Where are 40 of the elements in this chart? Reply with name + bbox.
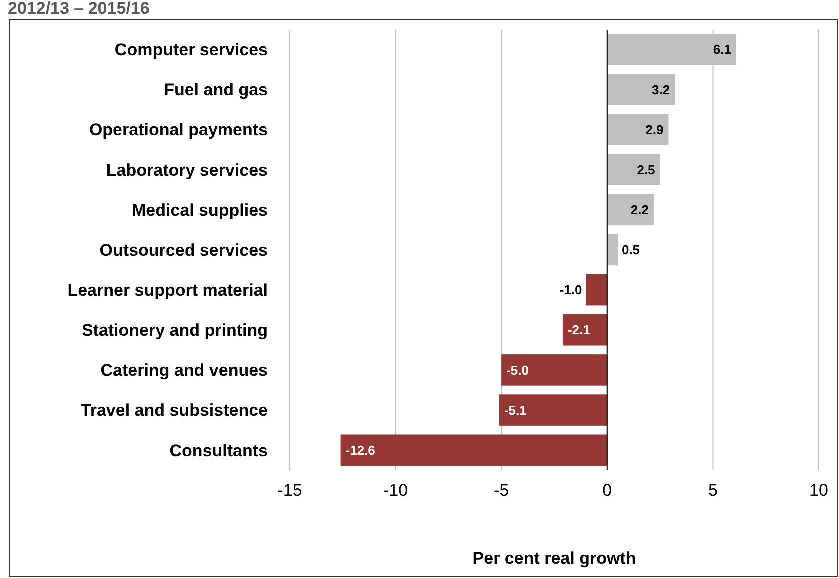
x-tick-label: 5 [708,481,718,500]
y-tick-label: Stationery and printing [82,321,268,340]
data-label: 2.2 [630,202,649,218]
y-tick-label: Outsourced services [100,240,268,260]
data-label: 0.5 [622,242,640,258]
bar [607,114,669,146]
bar [607,154,660,186]
data-label: -1.0 [560,282,582,298]
bar [607,234,618,266]
data-label: -5.0 [506,362,530,378]
y-tick-label: Travel and subsistence [80,401,268,420]
y-tick-label: Operational payments [89,120,268,140]
x-axis-title: Per cent real growth [472,549,636,568]
y-tick-label: Laboratory services [106,160,268,180]
y-tick-label: Computer services [114,40,268,60]
data-label: -5.1 [504,402,527,418]
x-tick-label: 0 [602,481,612,500]
x-tick-label: -10 [384,481,408,500]
y-tick-label: Fuel and gas [164,80,268,100]
y-tick-label: Learner support material [68,281,268,300]
text: 2012/13 – 2015/16 [8,0,150,18]
bar [607,194,654,226]
data-label: 6.1 [713,42,732,58]
data-label: 2.5 [637,162,656,178]
bar [586,274,608,306]
x-tick-label: 10 [810,481,828,500]
y-tick-label: Catering and venues [100,361,268,380]
bar [562,314,608,346]
y-tick-label: Medical supplies [132,200,268,220]
x-tick-label: -5 [494,481,510,500]
bar [502,354,608,386]
data-label: 3.2 [652,82,670,98]
data-label: -12.6 [346,442,376,458]
y-tick-label: Consultants [170,441,268,460]
bar [340,434,608,466]
data-label: -2.1 [568,322,590,338]
data-label: 2.9 [646,122,664,138]
x-tick-label: -15 [278,481,302,500]
bar [499,394,608,426]
bar [607,74,676,106]
